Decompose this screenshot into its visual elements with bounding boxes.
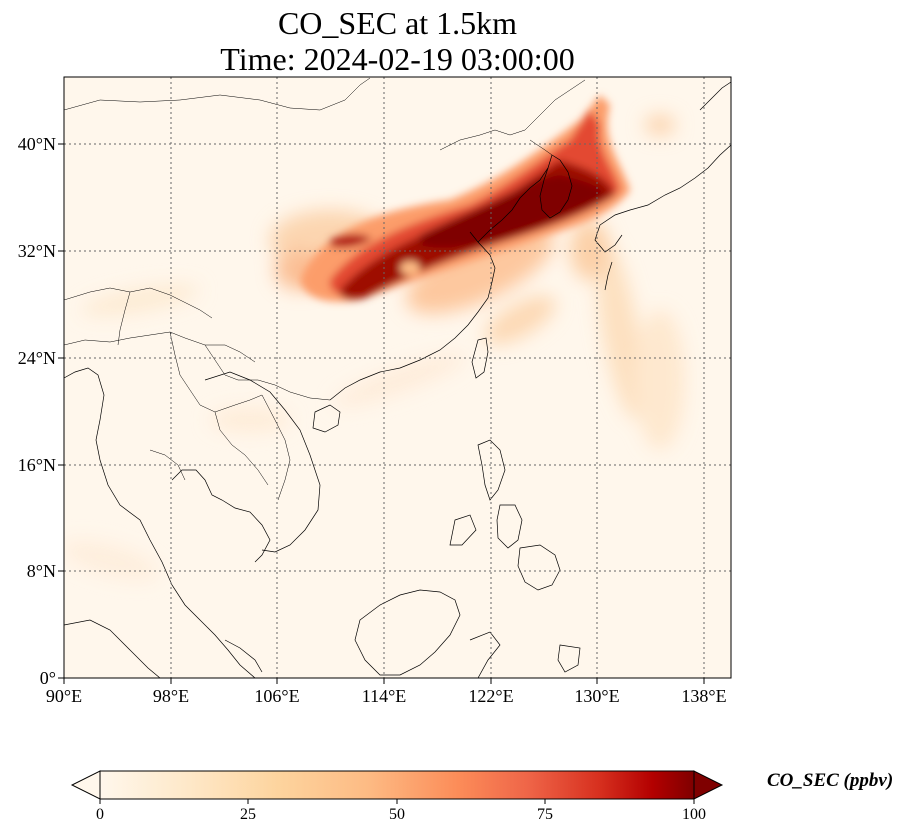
lon-tick-label: 114°E	[361, 686, 407, 706]
coastlines-lines	[64, 81, 731, 678]
colorbar-tick-label: 100	[682, 806, 706, 823]
lon-tick-label: 106°E	[254, 686, 300, 706]
concentration-field	[64, 115, 685, 580]
map-frame	[63, 76, 732, 679]
colorbar-tick-label: 0	[96, 806, 104, 823]
lat-tick-label: 40°N	[17, 134, 56, 154]
colorbar-label: CO_SEC (ppbv)	[767, 770, 894, 791]
lon-tick-label: 138°E	[681, 686, 727, 706]
lon-tick-label: 98°E	[152, 686, 190, 706]
colorbar-tick-label: 75	[537, 806, 553, 823]
axis-ticks	[58, 143, 705, 684]
lon-tick-label: 90°E	[45, 686, 83, 706]
lat-tick-label: 0°	[39, 668, 56, 688]
colorbar-tick-label: 50	[389, 806, 405, 823]
lon-tick-label: 122°E	[468, 686, 514, 706]
lon-tick-label: 130°E	[574, 686, 620, 706]
map-subtitle-time: Time: 2024-02-19 03:00:00	[220, 41, 575, 77]
gridlines	[64, 77, 731, 678]
lat-tick-label: 24°N	[17, 348, 56, 368]
country-borders	[64, 77, 586, 501]
lat-tick-label: 8°N	[26, 561, 56, 581]
lat-tick-label: 16°N	[17, 455, 56, 475]
lat-tick-label: 32°N	[17, 241, 56, 261]
map-title: CO_SEC at 1.5km	[277, 5, 518, 41]
colorbar-tick-label: 25	[240, 806, 256, 823]
